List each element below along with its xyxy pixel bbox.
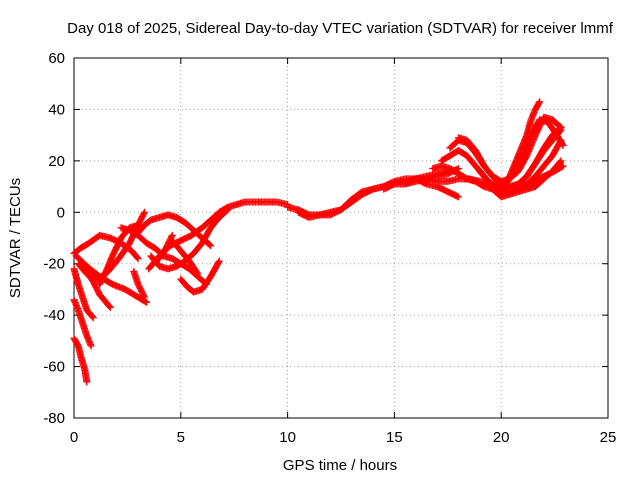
data-point-marker <box>140 210 148 218</box>
x-tick-label: 15 <box>386 429 403 446</box>
series-track-13 <box>145 198 292 273</box>
data-point-marker <box>83 378 91 386</box>
data-point-marker <box>134 255 142 263</box>
data-point-marker <box>536 98 544 106</box>
data-point-marker <box>88 313 96 321</box>
data-point-marker <box>105 302 113 310</box>
series-track-26 <box>497 98 544 196</box>
y-tick-label: -80 <box>43 410 65 427</box>
series-track-5 <box>70 334 91 386</box>
chart-title: Day 018 of 2025, Sidereal Day-to-day VTE… <box>67 20 614 37</box>
y-tick-label: -40 <box>43 307 65 324</box>
plot-frame <box>73 57 609 419</box>
y-axis-label: SDTVAR / TECUs <box>7 178 24 298</box>
data-point-marker <box>140 292 148 300</box>
series-track-27 <box>489 157 565 201</box>
data-point-marker <box>194 270 202 278</box>
data-point-marker <box>134 221 142 229</box>
series-track-20 <box>401 175 462 201</box>
data-point-marker <box>215 257 223 265</box>
data-point-marker <box>556 122 564 130</box>
x-axis-label: GPS time / hours <box>283 457 397 474</box>
data-point-marker <box>557 157 565 165</box>
data-point-marker <box>143 298 151 306</box>
series-track-10 <box>130 267 148 301</box>
data-points <box>70 98 567 386</box>
data-point-marker <box>106 303 114 311</box>
data-point-marker <box>207 242 215 250</box>
x-tick-label: 20 <box>493 429 510 446</box>
data-point-marker <box>535 99 543 107</box>
data-point-marker <box>89 314 97 322</box>
series-track-15 <box>177 257 223 296</box>
x-tick-label: 25 <box>600 429 617 446</box>
series-track-7 <box>81 265 114 311</box>
grid <box>74 58 608 418</box>
series-track-4 <box>70 296 95 350</box>
data-point-marker <box>133 253 141 261</box>
data-point-marker <box>87 342 95 350</box>
data-point-marker <box>215 258 223 266</box>
data-point-marker <box>168 233 176 241</box>
x-tick-label: 5 <box>177 429 185 446</box>
y-tick-label: 20 <box>48 153 65 170</box>
series-track-16 <box>168 237 202 278</box>
y-tick-label: -60 <box>43 359 65 376</box>
data-point-marker <box>559 141 567 149</box>
axis-ticks: 0 5 10 15 20 25 -80 -60 -40 -20 0 20 40 60 <box>43 50 616 446</box>
data-point-marker <box>141 298 149 306</box>
data-point-marker <box>556 158 564 166</box>
data-point-marker <box>140 208 148 216</box>
data-point-marker <box>140 293 148 301</box>
data-point-marker <box>193 269 201 277</box>
y-tick-label: 40 <box>48 101 65 118</box>
data-point-marker <box>557 123 565 131</box>
data-point-marker <box>559 162 567 170</box>
data-point-marker <box>558 140 566 148</box>
data-point-marker <box>454 193 462 201</box>
y-tick-label: 60 <box>48 50 65 67</box>
x-tick-label: 0 <box>70 429 78 446</box>
x-tick-label: 10 <box>279 429 296 446</box>
y-tick-label: -20 <box>43 256 65 273</box>
y-tick-label: 0 <box>57 204 65 221</box>
series-track-3 <box>70 265 97 322</box>
data-point-marker <box>206 241 214 249</box>
